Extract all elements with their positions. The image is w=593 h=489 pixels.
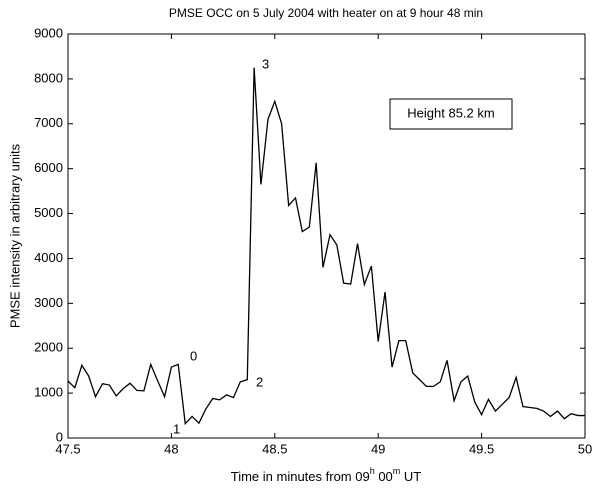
x-tick-label: 47.5 [55, 441, 80, 456]
plot-frame [67, 33, 586, 439]
y-tick-label: 4000 [34, 250, 63, 265]
x-label-part: 00 [375, 469, 393, 484]
y-tick-label: 7000 [34, 115, 63, 130]
annotation: Height 85.2 km [407, 105, 494, 120]
annotation: 2 [256, 374, 263, 389]
x-label-sup: m [393, 466, 401, 476]
y-tick-label: 8000 [34, 70, 63, 85]
x-tick-label: 50 [578, 441, 592, 456]
x-label-sup: h [370, 466, 375, 476]
y-axis-label: PMSE intensity in arbitrary units [7, 143, 22, 328]
x-tick-label: 49.5 [469, 441, 494, 456]
x-tick-label: 49 [371, 441, 385, 456]
annotation: 1 [173, 421, 180, 436]
y-tick-label: 2000 [34, 340, 63, 355]
x-axis-label: Time in minutes from 09h 00m UT [231, 466, 422, 484]
annotation: 3 [262, 56, 269, 71]
y-tick-label: 9000 [34, 25, 63, 40]
y-tick-label: 0 [56, 429, 63, 444]
chart-title: PMSE OCC on 5 July 2004 with heater on a… [169, 6, 483, 20]
x-label-part: Time in minutes from 09 [231, 469, 370, 484]
x-label-part: UT [400, 469, 421, 484]
y-tick-label: 3000 [34, 295, 63, 310]
y-tick-label: 1000 [34, 385, 63, 400]
y-tick-label: 6000 [34, 160, 63, 175]
x-tick-label: 48.5 [262, 441, 287, 456]
annotation: 0 [190, 348, 197, 363]
data-line [67, 67, 585, 426]
x-tick-label: 48 [164, 441, 178, 456]
y-tick-label: 5000 [34, 205, 63, 220]
annotation-box [389, 98, 513, 130]
